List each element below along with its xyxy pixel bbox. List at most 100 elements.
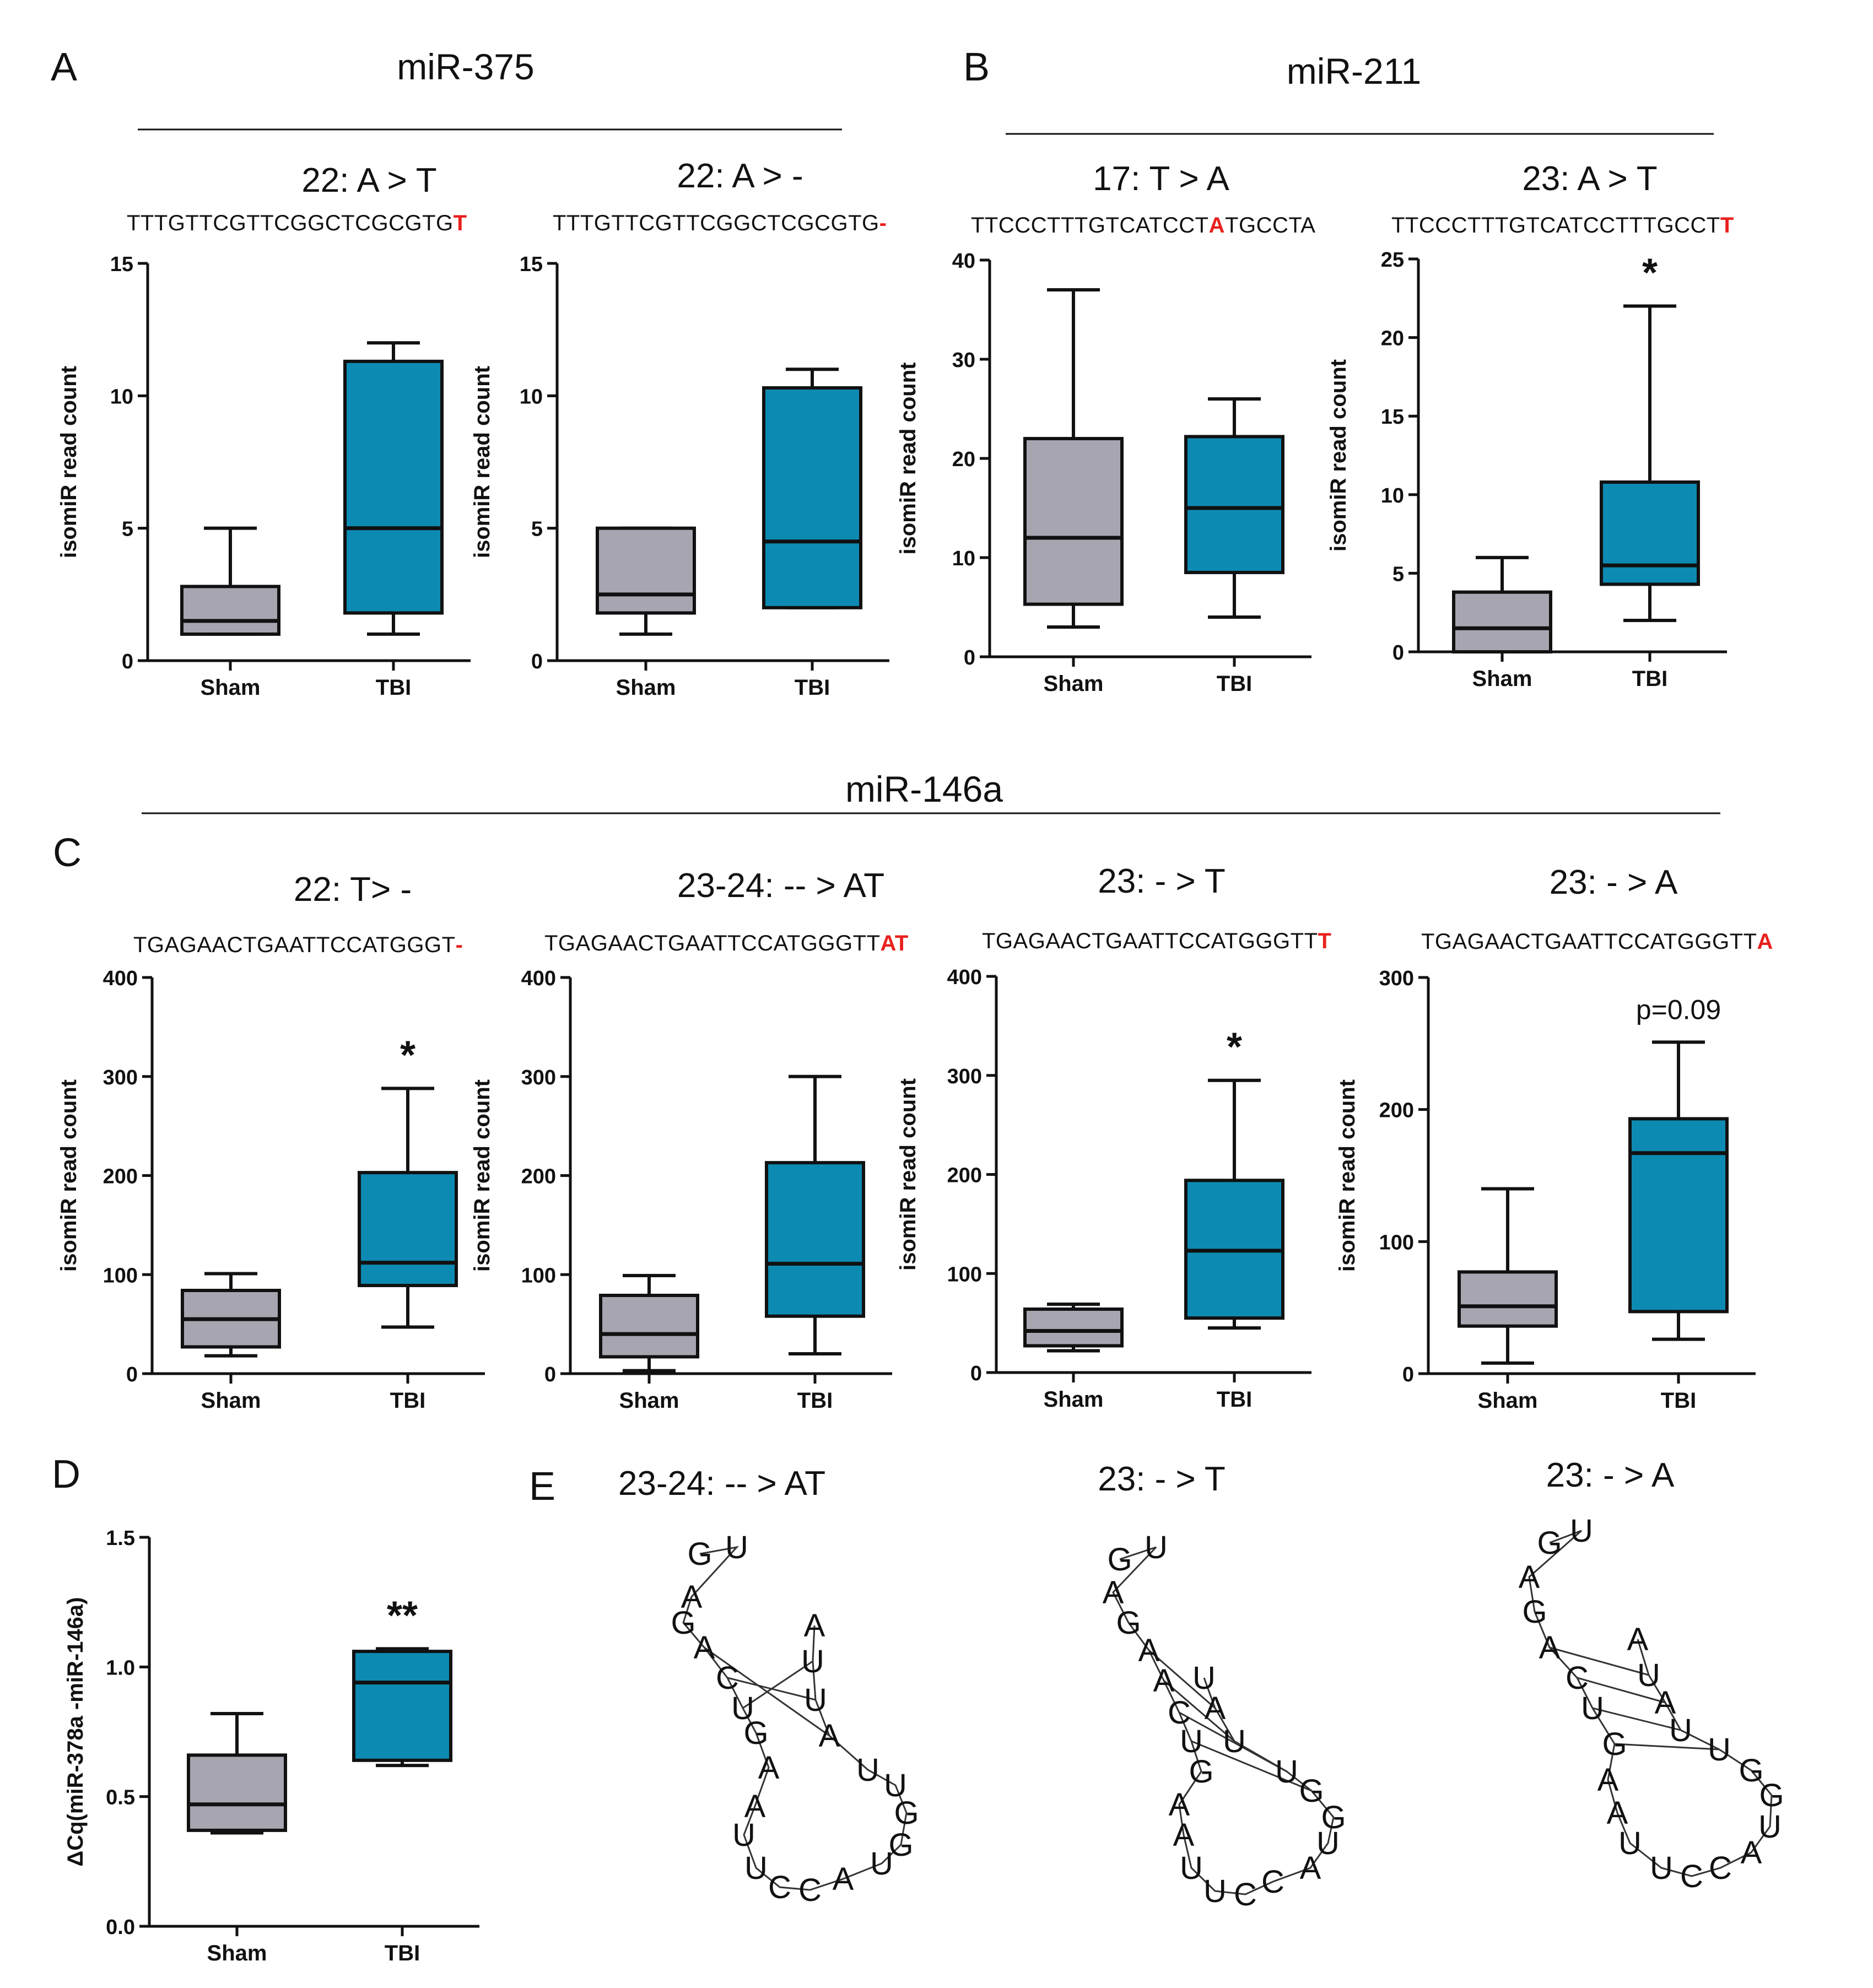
box-plots: 22: A > TTTTGTTCGTTCGGCTCGCGTGT051015iso… <box>57 157 1773 1965</box>
sequence-base: TGAGAACTGAATTCCATGGGTT <box>982 929 1318 953</box>
rna-nucleotide: G <box>743 1715 768 1751</box>
rna-nucleotide: U <box>1275 1754 1298 1790</box>
rna-nucleotide: U <box>1316 1825 1340 1861</box>
box-sham <box>1023 1307 1124 1348</box>
y-tick-label: 200 <box>947 1164 982 1187</box>
sequence-variant: T <box>454 211 467 235</box>
rna-base-pair <box>1577 1677 1666 1704</box>
significance-label: * <box>400 1033 415 1077</box>
category-label: Sham <box>1472 667 1532 691</box>
box-plot-9: 0.0 0.5 1.0 1.5 ΔCq(miR-378a -miR-146a) Sham T… <box>63 1527 479 1965</box>
sequence-label: TGAGAACTGAATTCCATGGGTTA <box>1421 930 1773 954</box>
y-tick-label: 400 <box>521 967 556 990</box>
rna-nucleotide: C <box>1261 1864 1284 1900</box>
y-tick-label: 15 <box>110 253 133 276</box>
rna-nucleotide: A <box>1169 1787 1190 1823</box>
rna-nucleotide: U <box>1145 1530 1168 1565</box>
category-label: Sham <box>207 1941 267 1965</box>
sequence-label: TTTGTTCGTTCGGCTCGCGTGT <box>127 211 467 235</box>
rna-nucleotide: A <box>681 1579 703 1615</box>
sequence-label: TGAGAACTGAATTCCATGGGT- <box>133 933 463 957</box>
y-tick-label: 10 <box>952 547 975 570</box>
box-sham <box>1023 437 1124 606</box>
rna-nucleotide: A <box>1627 1622 1649 1657</box>
rna-nucleotide: A <box>1655 1685 1676 1721</box>
y-tick-label: 400 <box>947 966 982 989</box>
rna-nucleotide: A <box>1539 1630 1561 1666</box>
rna-nucleotide: C <box>1566 1660 1589 1696</box>
rna-base-pair <box>1614 1743 1720 1751</box>
y-tick-label: 300 <box>1379 967 1414 990</box>
rna-nucleotide: G <box>1739 1753 1763 1789</box>
rna-nucleotide: U <box>1758 1809 1782 1845</box>
y-tick-label: 1.0 <box>106 1656 135 1679</box>
rna-nucleotide: G <box>1759 1778 1784 1813</box>
box-sham <box>1452 590 1552 654</box>
rna-nucleotide: C <box>716 1660 739 1696</box>
box-plot-4: 23: A > T TTCCCTTTGTCATCCTTTGCCTT 0 5 10 15 20… <box>1326 160 1734 691</box>
rna-nucleotide: G <box>1116 1605 1141 1641</box>
box-tbi <box>1184 435 1284 575</box>
rna-nucleotide: G <box>1522 1594 1547 1630</box>
rna-nucleotide: A <box>833 1861 854 1897</box>
plot-title: 22: A > T <box>301 161 436 199</box>
plot-title: 23: - > A <box>1550 863 1678 901</box>
rna-nucleotide: A <box>694 1630 715 1666</box>
category-label: TBI <box>1217 1387 1252 1412</box>
sequence-variant: - <box>456 933 463 957</box>
rna-nucleotide: U <box>1223 1724 1246 1759</box>
header-mir-211: miR-211 <box>1287 51 1422 91</box>
sequence-base: TGAGAACTGAATTCCATGGGT <box>133 933 456 957</box>
category-label: Sham <box>1044 672 1104 696</box>
y-tick-label: 25 <box>1381 248 1404 272</box>
plot-title: 17: T > A <box>1093 160 1229 198</box>
y-tick-label: 200 <box>521 1165 556 1189</box>
category-label: Sham <box>619 1389 679 1413</box>
rna-nucleotide: A <box>744 1789 766 1824</box>
y-axis-title: isomiR read count <box>896 1078 920 1271</box>
y-axis-title: isomiR read count <box>57 366 81 558</box>
y-tick-label: 40 <box>952 250 975 273</box>
box-sham <box>187 1753 287 1832</box>
box-plot-8: 23: - > A TGAGAACTGAATTCCATGGGTTA 0 100 200 3… <box>1335 863 1773 1413</box>
y-tick-label: 10 <box>110 385 133 408</box>
panel-letter-b: B <box>963 45 990 89</box>
category-label: Sham <box>201 676 261 700</box>
y-tick-label: 0.5 <box>106 1786 135 1809</box>
sequence-base: TTTGTTCGTTCGGCTCGCGTG <box>553 211 879 235</box>
y-tick-label: 15 <box>1381 406 1404 429</box>
header-mir-375: miR-375 <box>397 46 534 87</box>
sequence-label: TTTGTTCGTTCGGCTCGCGTG- <box>553 211 887 235</box>
significance-label: * <box>1227 1025 1242 1069</box>
box-plot-2: 22: A > - TTTGTTCGTTCGGCTCGCGTG- 0 5 10 15 iso… <box>470 157 889 700</box>
y-tick-label: 0 <box>970 1362 982 1385</box>
plot-title: 22: A > - <box>677 157 803 195</box>
y-tick-label: 300 <box>103 1066 138 1089</box>
rna-base-pair <box>742 1660 813 1709</box>
sequence-label: TGAGAACTGAATTCCATGGGTTAT <box>544 931 909 955</box>
sequence-variant: A <box>1209 213 1225 237</box>
category-label: TBI <box>385 1941 420 1965</box>
y-tick-label: 30 <box>952 349 975 372</box>
y-tick-label: 300 <box>947 1065 982 1088</box>
header-mir-146a: miR-146a <box>845 769 1003 809</box>
panel-letter-d: D <box>52 1452 80 1497</box>
box-tbi <box>343 359 444 615</box>
rna-nucleotide: U <box>801 1644 824 1679</box>
sequence-variant: A <box>1757 930 1773 954</box>
sequence-base: TGAGAACTGAATTCCATGGGTT <box>544 931 881 955</box>
rna-nucleotide: U <box>1650 1850 1673 1886</box>
category-label: Sham <box>1044 1387 1104 1412</box>
y-axis-title: ΔCq(miR-378a -miR-146a) <box>63 1597 88 1867</box>
rna-nucleotide: U <box>1203 1873 1227 1909</box>
y-tick-label: 15 <box>520 253 543 276</box>
rna-nucleotide: G <box>888 1827 913 1863</box>
y-tick-label: 100 <box>1379 1231 1414 1254</box>
rna-nucleotide: A <box>1173 1817 1195 1853</box>
y-tick-label: 5 <box>1392 563 1404 586</box>
rna-nucleotide: U <box>1180 1724 1203 1759</box>
plot-title: 22: T> - <box>294 871 412 909</box>
category-label: TBI <box>1632 667 1667 691</box>
y-axis-title: isomiR read count <box>1335 1079 1359 1272</box>
